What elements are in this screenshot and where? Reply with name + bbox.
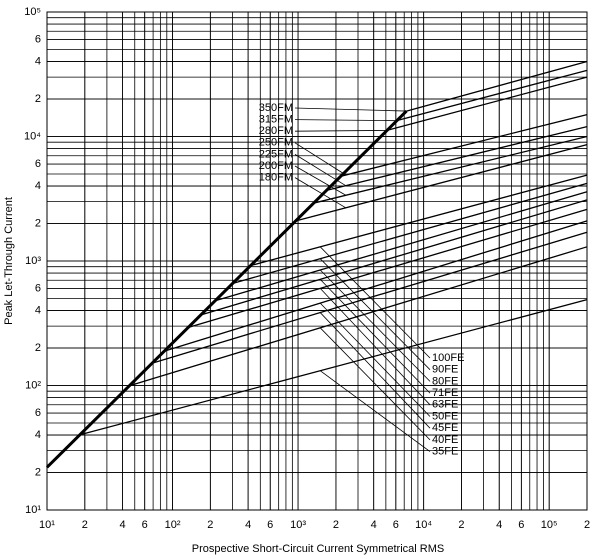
x-tick-label: 6 [518,519,524,531]
curve-label: 350FM [259,102,293,114]
x-tick-label: 6 [142,519,148,531]
y-tick-label: 10³ [25,255,41,267]
x-tick-label: 6 [393,519,399,531]
leader-line [319,370,431,452]
curve [130,246,588,387]
curve [78,298,588,436]
leader-line [294,142,347,176]
curve [312,135,588,205]
curve [150,231,588,365]
curve [232,182,588,285]
x-tick-label: 10¹ [39,519,55,531]
y-tick-label: 10⁵ [24,6,41,18]
x-tick-label: 6 [267,519,273,531]
x-tick-label: 4 [120,519,126,531]
leader-line [319,269,431,382]
x-tick-label: 2 [207,519,213,531]
y-tick-label: 2 [35,466,41,478]
leader-line [319,327,431,441]
curve-label: 280FM [259,125,293,137]
leader-line [294,129,387,132]
curve [326,126,588,191]
curve [201,199,588,316]
curve [45,110,408,469]
leader-line [294,119,397,122]
curve-label: 90FE [432,364,458,376]
leader-line [294,154,347,186]
x-tick-label: 10⁵ [541,519,558,531]
curve-label: 180FM [259,172,293,184]
x-axis-label: Prospective Short-Circuit Current Symmet… [192,543,444,555]
curve-label: 315FM [259,114,293,126]
curve-label: 71FE [432,387,458,399]
curve-label: 40FE [432,434,458,446]
curve [186,208,588,329]
x-tick-label: 2 [584,519,590,531]
y-tick-label: 10¹ [25,504,41,516]
y-tick-label: 6 [35,158,41,170]
curve-label: 250FM [259,137,293,149]
curve-label: 50FE [432,410,458,422]
y-tick-label: 2 [35,217,41,229]
curve [386,76,588,132]
curve-label: 80FE [432,375,458,387]
x-tick-label: 4 [245,519,251,531]
x-tick-label: 10³ [290,519,306,531]
y-tick-label: 4 [35,304,41,316]
x-tick-label: 2 [333,519,339,531]
x-tick-label: 2 [82,519,88,531]
y-tick-label: 2 [35,93,41,105]
leader-line [294,165,347,196]
y-tick-label: 6 [35,34,41,46]
curve-label: 35FE [432,446,458,458]
leader-line [319,312,431,429]
leader-line [319,288,431,406]
plot-frame [46,11,588,511]
curve-label: 63FE [432,399,458,411]
y-tick-label: 10² [25,379,41,391]
x-tick-label: 10⁴ [415,519,432,531]
leader-line [319,279,431,394]
curve-label: 200FM [259,160,293,172]
x-tick-label: 4 [496,519,502,531]
leader-line [319,302,431,417]
y-tick-label: 4 [35,429,41,441]
leader-line [319,246,431,359]
y-axis-label: Peak Let-Through Current [3,197,15,325]
curve [165,220,588,352]
curve [406,60,588,112]
curve-label: 100FE [432,352,464,364]
leader-line [294,177,347,209]
x-tick-label: 2 [458,519,464,531]
curve-label: 225FM [259,148,293,160]
curve [340,113,588,177]
leader-line [319,258,431,370]
x-tick-label: 4 [371,519,377,531]
curve [396,69,588,122]
y-tick-label: 6 [35,283,41,295]
leader-line [294,107,407,112]
curve [295,144,588,222]
curve-label: 45FE [432,422,458,434]
curve [215,191,588,302]
curve [250,174,588,267]
y-tick-label: 4 [35,55,41,67]
y-tick-label: 2 [35,342,41,354]
y-tick-label: 4 [35,180,41,192]
x-tick-label: 10² [165,519,181,531]
y-tick-label: 10⁴ [24,130,41,142]
y-tick-label: 6 [35,407,41,419]
